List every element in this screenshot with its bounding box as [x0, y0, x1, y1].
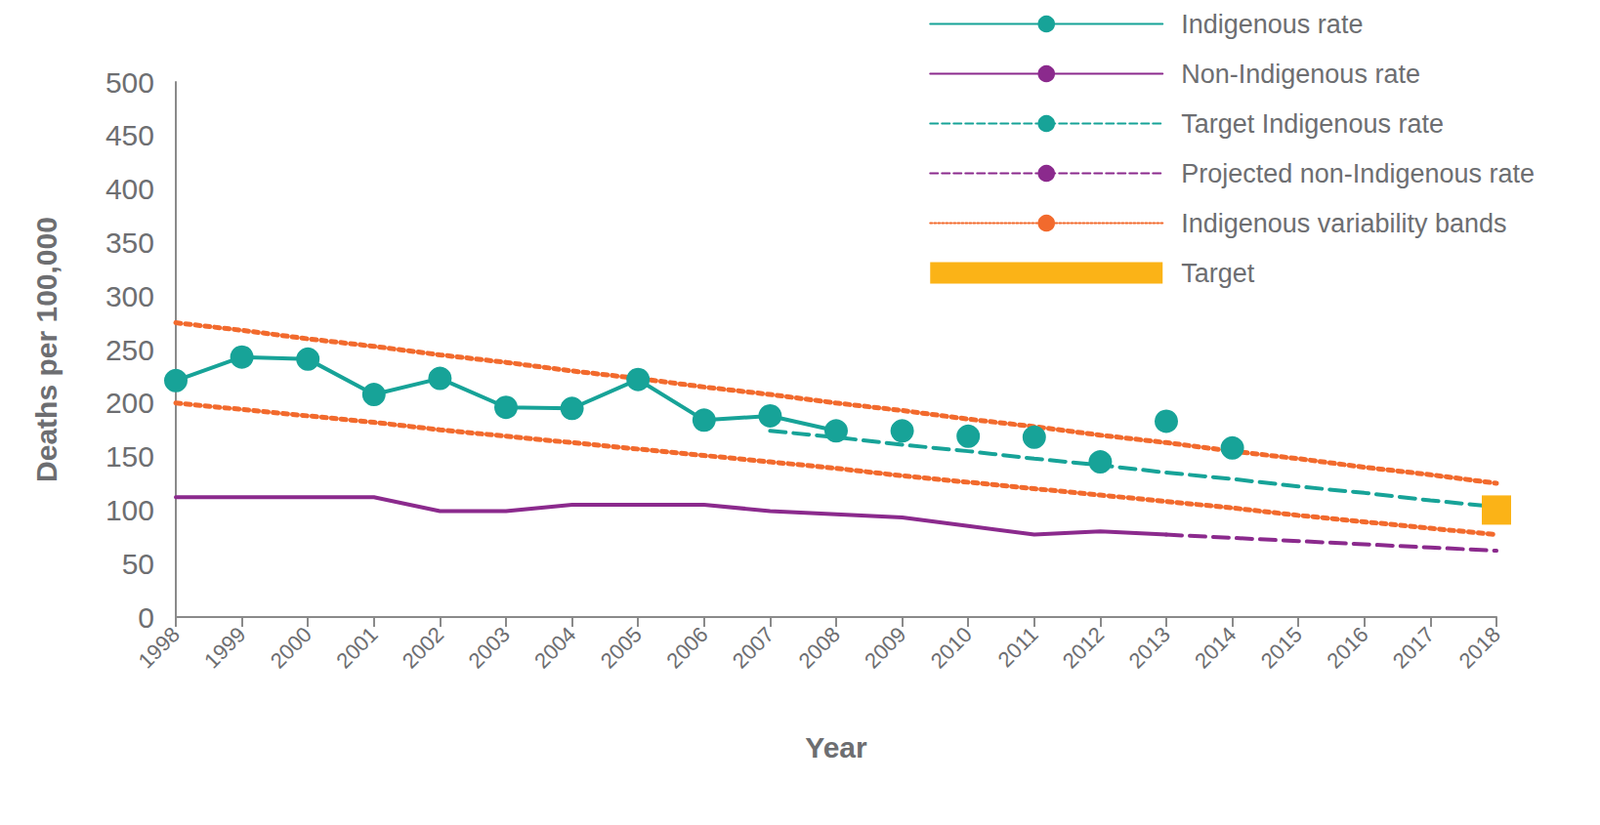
svg-text:2018: 2018 — [1454, 622, 1506, 674]
svg-text:Indigenous rate: Indigenous rate — [1180, 9, 1363, 40]
svg-text:2013: 2013 — [1124, 622, 1176, 674]
svg-text:2003: 2003 — [463, 622, 515, 674]
svg-text:2005: 2005 — [595, 622, 647, 674]
svg-text:Projected non-Indigenous rate: Projected non-Indigenous rate — [1180, 159, 1535, 189]
svg-text:2017: 2017 — [1388, 622, 1439, 674]
svg-text:1998: 1998 — [133, 622, 185, 674]
svg-text:250: 250 — [105, 334, 155, 367]
svg-text:300: 300 — [105, 280, 155, 313]
svg-text:2004: 2004 — [529, 622, 581, 674]
svg-text:2010: 2010 — [926, 622, 977, 674]
svg-text:50: 50 — [122, 547, 155, 581]
svg-text:2008: 2008 — [794, 622, 845, 674]
svg-text:2016: 2016 — [1321, 622, 1373, 674]
svg-text:1999: 1999 — [199, 622, 251, 674]
svg-text:100: 100 — [105, 494, 155, 527]
svg-text:2014: 2014 — [1189, 622, 1241, 674]
svg-text:2001: 2001 — [331, 622, 382, 674]
svg-text:Deaths per 100,000: Deaths per 100,000 — [30, 216, 63, 483]
svg-text:Year: Year — [804, 731, 868, 764]
svg-text:500: 500 — [105, 66, 155, 99]
svg-text:2011: 2011 — [993, 622, 1044, 673]
svg-text:350: 350 — [105, 226, 155, 259]
svg-text:Non-Indigenous rate: Non-Indigenous rate — [1180, 59, 1421, 89]
svg-text:Indigenous variability bands: Indigenous variability bands — [1180, 209, 1507, 239]
svg-text:0: 0 — [137, 601, 155, 634]
svg-text:2002: 2002 — [397, 622, 449, 674]
svg-text:2012: 2012 — [1057, 622, 1109, 674]
svg-text:2006: 2006 — [661, 622, 713, 674]
svg-text:2009: 2009 — [859, 622, 911, 674]
svg-text:2015: 2015 — [1256, 622, 1307, 674]
svg-text:Target: Target — [1180, 258, 1256, 289]
svg-text:150: 150 — [105, 440, 155, 473]
svg-text:200: 200 — [105, 386, 155, 420]
svg-text:2000: 2000 — [265, 622, 317, 674]
svg-text:Target Indigenous rate: Target Indigenous rate — [1180, 109, 1444, 139]
svg-text:2007: 2007 — [727, 622, 779, 674]
svg-text:450: 450 — [105, 119, 155, 152]
svg-text:400: 400 — [105, 172, 155, 206]
